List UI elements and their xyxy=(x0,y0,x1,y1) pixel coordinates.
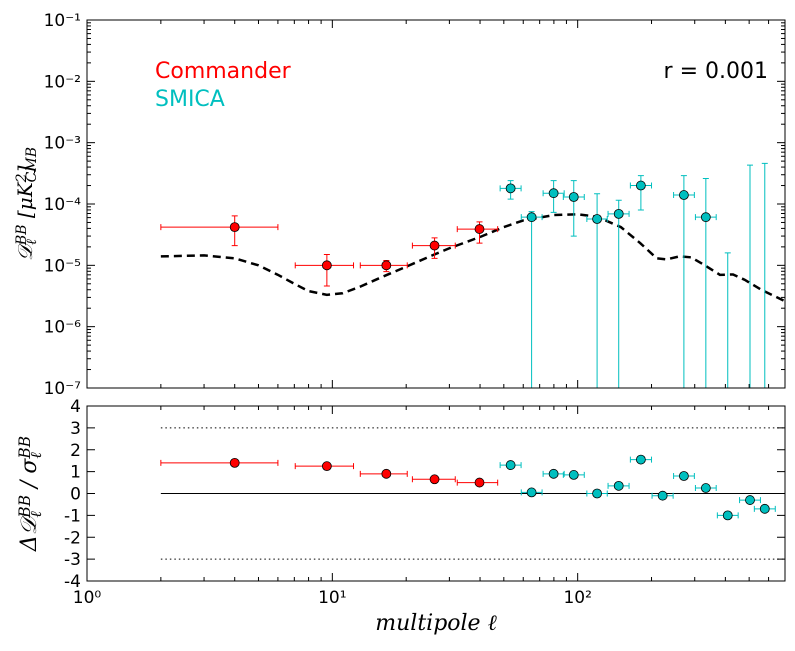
y-error-bar xyxy=(724,252,731,388)
label-part: BB xyxy=(16,436,34,460)
legend-entry: SMICA xyxy=(155,87,225,112)
x-tick-label: 10⁰ xyxy=(73,588,102,608)
marker xyxy=(568,470,579,480)
y-tick-label: 10⁻² xyxy=(44,72,81,92)
annotation: r = 0.001 xyxy=(664,59,768,84)
y-error-bar xyxy=(615,199,622,388)
marker xyxy=(321,260,332,271)
marker xyxy=(678,471,689,481)
label-part: CMB xyxy=(24,147,40,182)
marker xyxy=(229,222,240,233)
y-axis-label: Δ𝒟ℓBB / σℓBB xyxy=(16,436,45,552)
y-tick-label: 2 xyxy=(70,441,81,461)
legend-entry: Commander xyxy=(155,59,292,84)
marker xyxy=(429,240,440,251)
label-part: ℓ xyxy=(24,239,40,245)
label-part: ℓ xyxy=(27,452,45,459)
marker xyxy=(548,468,559,479)
y-error-bar xyxy=(761,162,768,388)
marker xyxy=(505,460,516,470)
y-axis-label: 𝒟ℓBB [μKCMB2] xyxy=(13,147,40,261)
y-tick-label: 10⁻⁶ xyxy=(44,318,82,338)
x-error-bar xyxy=(160,459,279,466)
marker xyxy=(229,457,240,468)
marker xyxy=(592,214,602,224)
marker xyxy=(678,190,689,200)
marker xyxy=(722,510,733,521)
marker xyxy=(381,260,392,271)
marker xyxy=(474,477,485,488)
marker xyxy=(745,495,755,505)
label-part: [μK xyxy=(13,181,37,224)
y-error-bar xyxy=(680,175,687,388)
marker xyxy=(613,480,624,491)
y-tick-label: 10⁻⁴ xyxy=(44,195,82,215)
label-part: BB xyxy=(14,224,30,246)
marker xyxy=(759,503,770,514)
marker xyxy=(526,487,537,498)
marker xyxy=(592,488,602,499)
marker xyxy=(474,224,485,234)
y-tick-label: -2 xyxy=(64,528,81,548)
y-tick-label: 3 xyxy=(70,419,81,439)
y-error-bar xyxy=(323,254,330,287)
label-part: Δ𝒟 xyxy=(17,513,42,552)
y-tick-label: 10⁻³ xyxy=(44,134,81,154)
plot-area xyxy=(160,162,785,388)
y-tick-label: -4 xyxy=(64,572,81,592)
y-error-bar xyxy=(570,180,577,237)
y-tick-label: 10⁻⁵ xyxy=(44,256,81,276)
y-error-bar xyxy=(746,164,753,388)
marker xyxy=(700,212,711,223)
y-tick-label: -1 xyxy=(64,506,81,526)
marker xyxy=(568,192,579,202)
marker xyxy=(429,474,440,485)
x-error-bar xyxy=(160,224,279,231)
y-tick-label: 10⁻¹ xyxy=(44,11,81,31)
label-part: ℓ xyxy=(27,511,45,518)
label-part: 2 xyxy=(14,173,30,183)
marker xyxy=(613,208,624,219)
x-tick-label: 10¹ xyxy=(318,588,346,608)
marker xyxy=(657,490,668,501)
y-tick-label: -3 xyxy=(64,550,81,570)
y-tick-label: 1 xyxy=(70,463,81,483)
plot-area xyxy=(160,427,785,560)
marker xyxy=(700,483,711,493)
marker xyxy=(381,468,392,479)
y-tick-label: 10⁻⁷ xyxy=(44,379,82,399)
y-tick-label: 0 xyxy=(70,485,81,505)
marker xyxy=(526,212,537,223)
marker xyxy=(505,183,516,194)
label-part: ] xyxy=(13,165,37,174)
marker xyxy=(635,454,646,465)
x-tick-label: 10² xyxy=(563,588,591,608)
label-part: 𝒟 xyxy=(13,241,37,261)
marker xyxy=(321,461,332,472)
y-error-bar xyxy=(594,193,601,388)
y-tick-label: 4 xyxy=(70,397,81,417)
y-error-bar xyxy=(528,211,535,388)
label-part: BB xyxy=(16,495,34,519)
label-part: / σ xyxy=(17,458,42,495)
x-axis-label: multipole ℓ xyxy=(375,611,497,636)
marker xyxy=(635,180,646,191)
marker xyxy=(548,188,559,199)
